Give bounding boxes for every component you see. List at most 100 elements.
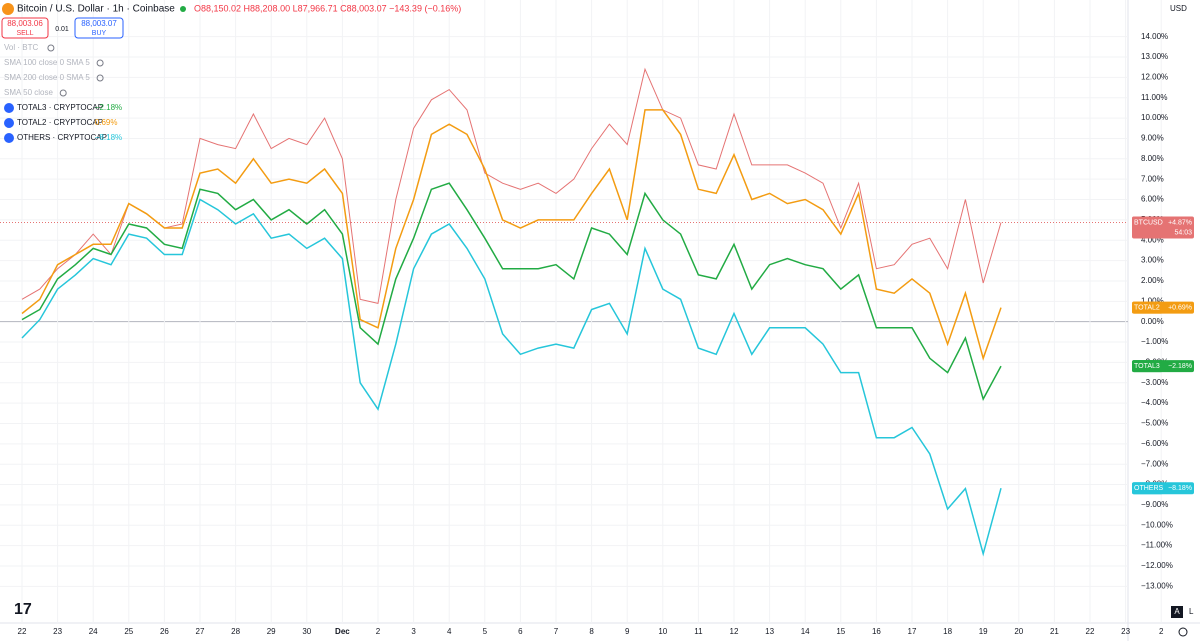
overlay: Bitcoin / U.S. Dollar · 1h · Coinbase O8… <box>1 3 1194 637</box>
price-tag-name: TOTAL3 <box>1134 363 1160 370</box>
settings-icon[interactable] <box>1178 627 1188 637</box>
y-tick-label: 11.00% <box>1141 93 1168 102</box>
x-tick-label: 10 <box>658 627 667 636</box>
y-tick-label: −13.00% <box>1141 581 1173 590</box>
auto-button[interactable] <box>1171 606 1183 618</box>
x-tick-label: 5 <box>483 627 488 636</box>
x-tick-label: 12 <box>730 627 739 636</box>
y-tick-label: 9.00% <box>1141 134 1164 143</box>
x-tick-label: 14 <box>801 627 810 636</box>
price-tag-name: BTCUSD <box>1134 219 1163 226</box>
x-tick-label: 30 <box>302 627 311 636</box>
indicator-label: Vol · BTC <box>4 43 38 52</box>
price-tag-name: OTHERS <box>1134 485 1164 492</box>
log-button[interactable]: L <box>1189 607 1194 616</box>
legend-change: −8.18% <box>95 133 122 142</box>
x-tick-label: 17 <box>908 627 917 636</box>
y-tick-label: −4.00% <box>1141 398 1168 407</box>
visibility-icon[interactable] <box>47 44 55 52</box>
buy-button[interactable] <box>74 17 124 39</box>
x-tick-label: 8 <box>589 627 594 636</box>
symbol-title: Bitcoin / U.S. Dollar · 1h · Coinbase <box>17 4 175 15</box>
x-tick-label: 18 <box>943 627 952 636</box>
indicator-label: SMA 50 close <box>4 88 53 97</box>
x-tick-label: 29 <box>267 627 276 636</box>
legend-text: TOTAL2 · CRYPTOCAP <box>17 118 103 127</box>
ohlc: O88,150.02 H88,208.00 L87,966.71 C88,003… <box>194 3 461 13</box>
x-tick-label: 22 <box>1086 627 1095 636</box>
y-tick-label: −3.00% <box>1141 378 1168 387</box>
tag-name-bg <box>1132 360 1163 373</box>
x-tick-label: 3 <box>411 627 416 636</box>
x-tick-label: 24 <box>89 627 98 636</box>
y-tick-label: −9.00% <box>1141 500 1168 509</box>
y-tick-label: −1.00% <box>1141 337 1168 346</box>
y-tick-label: 7.00% <box>1141 174 1164 183</box>
visibility-icon[interactable] <box>96 59 104 67</box>
legend-icon <box>4 118 14 128</box>
buy-price: 88,003.07 <box>81 19 117 28</box>
y-tick-label: 13.00% <box>1141 52 1168 61</box>
price-tag-value: −8.18% <box>1168 485 1192 492</box>
status-dot <box>180 6 186 12</box>
sell-label: SELL <box>16 30 33 37</box>
price-tag-value: −2.18% <box>1168 363 1192 370</box>
y-tick-label: 2.00% <box>1141 276 1164 285</box>
series-line <box>21 182 1002 401</box>
x-tick-label: 7 <box>554 627 559 636</box>
series-line <box>21 67 1002 305</box>
legend-text: OTHERS · CRYPTOCAP <box>17 133 107 142</box>
sell-price: 88,003.06 <box>7 19 43 28</box>
plot <box>0 67 1128 557</box>
y-tick-label: −6.00% <box>1141 439 1168 448</box>
y-tick-label: −12.00% <box>1141 561 1173 570</box>
x-tick-label: 4 <box>447 627 452 636</box>
legend-icon <box>4 103 14 113</box>
visibility-icon[interactable] <box>96 74 104 82</box>
x-tick-label: 9 <box>625 627 630 636</box>
y-tick-label: 14.00% <box>1141 32 1168 41</box>
x-tick-label: 25 <box>124 627 133 636</box>
legend-icon <box>4 133 14 143</box>
x-tick-label: 27 <box>196 627 205 636</box>
y-tick-label: 0.00% <box>1141 317 1164 326</box>
x-tick-label: 15 <box>836 627 845 636</box>
countdown: 54:03 <box>1174 229 1192 236</box>
currency[interactable]: USD <box>1170 4 1187 13</box>
x-tick-label: 20 <box>1014 627 1023 636</box>
y-tick-label: 1.00% <box>1141 296 1164 305</box>
x-tick-label: 11 <box>694 627 703 636</box>
x-tick-label: 13 <box>765 627 774 636</box>
y-tick-label: −7.00% <box>1141 459 1168 468</box>
tag-name-bg <box>1132 216 1163 229</box>
tag-name-bg <box>1132 482 1163 495</box>
x-tick-label: 19 <box>979 627 988 636</box>
btc-icon <box>2 3 14 15</box>
series-line <box>21 198 1002 557</box>
x-tick-label: 16 <box>872 627 881 636</box>
x-tick-label: 23 <box>53 627 62 636</box>
y-tick-label: −11.00% <box>1141 541 1172 550</box>
x-tick-label: Dec <box>335 627 350 636</box>
grid <box>0 0 1162 623</box>
x-tick-label: 21 <box>1050 627 1059 636</box>
tag-name-bg <box>1132 301 1163 314</box>
spread: 0.01 <box>55 26 69 33</box>
legend-text: TOTAL3 · CRYPTOCAP <box>17 103 103 112</box>
x-tick-label: 26 <box>160 627 169 636</box>
visibility-icon[interactable] <box>59 89 67 97</box>
indicator-label: SMA 100 close 0 SMA 5 <box>4 58 90 67</box>
y-tick-label: −10.00% <box>1141 520 1173 529</box>
buy-label: BUY <box>92 30 107 37</box>
x-tick-label: 22 <box>18 627 27 636</box>
y-tick-label: 3.00% <box>1141 256 1164 265</box>
indicator-label: SMA 200 close 0 SMA 5 <box>4 73 90 82</box>
y-tick-label: 12.00% <box>1141 72 1168 81</box>
sell-button[interactable] <box>1 17 49 39</box>
legend-change: −2.18% <box>95 103 122 112</box>
x-tick-label: 6 <box>518 627 523 636</box>
x-tick-label: 2 <box>376 627 381 636</box>
price-tag-name: TOTAL2 <box>1134 304 1160 311</box>
y-tick-label: 10.00% <box>1141 113 1168 122</box>
